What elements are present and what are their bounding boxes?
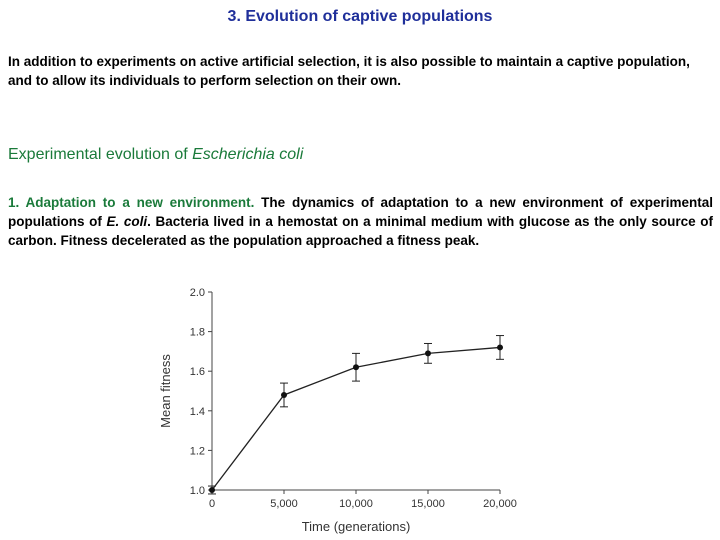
y-tick-label: 1.2 <box>190 445 205 457</box>
y-tick-label: 1.4 <box>190 406 205 418</box>
x-tick-label: 15,000 <box>411 498 445 510</box>
intro-paragraph: In addition to experiments on active art… <box>8 54 690 88</box>
x-tick-label: 20,000 <box>483 498 517 510</box>
paragraph-text-2: . Bacteria lived in a hemostat on a mini… <box>8 214 713 248</box>
page-title: 3. Evolution of captive populations <box>227 8 493 25</box>
data-point <box>425 350 431 357</box>
section-heading: Experimental evolution of Escherichia co… <box>8 146 303 164</box>
data-point <box>497 344 503 351</box>
x-tick-label: 10,000 <box>339 498 373 510</box>
x-axis-label: Time (generations) <box>302 519 411 534</box>
x-tick-label: 0 <box>209 498 215 510</box>
y-tick-label: 1.8 <box>190 327 205 339</box>
paragraph-lead: 1. Adaptation to a new environment. <box>8 195 255 210</box>
paragraph-text-1: The dynamics of adaptation to a new envi… <box>8 195 713 229</box>
y-tick-label: 1.6 <box>190 366 205 378</box>
x-tick-label: 5,000 <box>270 498 298 510</box>
data-point <box>353 364 359 371</box>
y-axis-label: Mean fitness <box>158 354 173 428</box>
data-point <box>209 487 215 493</box>
description-paragraph: 1. Adaptation to a new environment. The … <box>8 193 713 250</box>
fitness-chart: 1.0 1.2 1.4 1.6 1.8 2.0 0 5,000 10,000 15,000 20,0… <box>158 287 517 534</box>
data-point <box>281 391 287 398</box>
y-tick-label: 1.0 <box>190 485 205 497</box>
section-heading-species: Escherichia coli <box>192 146 304 163</box>
paragraph-species: E. coli <box>106 214 148 229</box>
section-heading-prefix: Experimental evolution of <box>8 146 193 163</box>
y-tick-label: 2.0 <box>190 287 205 299</box>
